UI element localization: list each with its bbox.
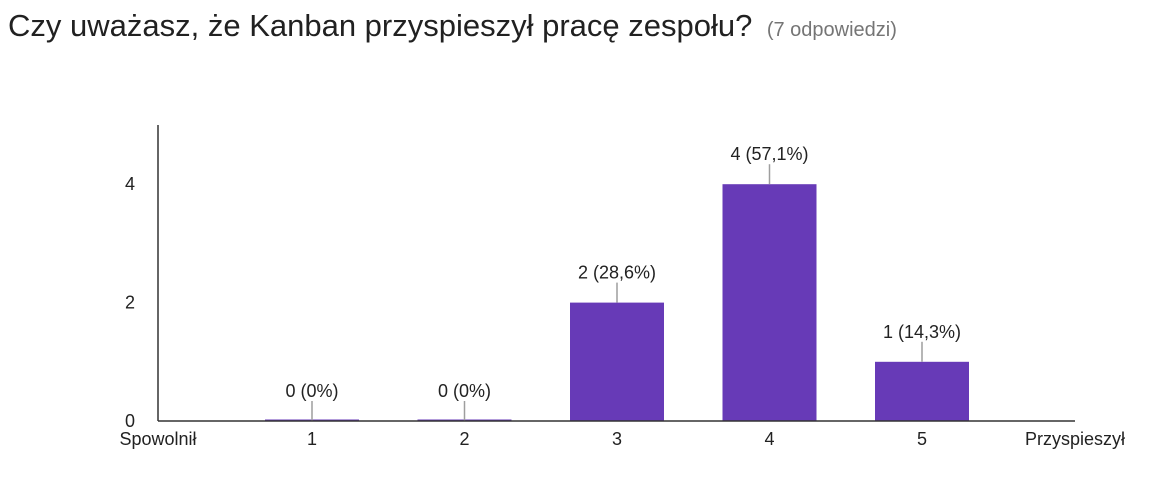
data-label: 4 (57,1%): [730, 144, 808, 164]
y-axis-ticks: 0 2 4: [125, 174, 135, 431]
x-axis-right-end-label: Przyspieszył: [1025, 429, 1125, 449]
x-category-label: 4: [764, 429, 774, 449]
chart-title: Czy uważasz, że Kanban przyspieszył prac…: [8, 8, 753, 43]
y-tick-label: 0: [125, 411, 135, 431]
x-axis-categories: 1 2 3 4 5: [307, 429, 927, 449]
bars-group: [265, 184, 969, 421]
x-category-label: 5: [917, 429, 927, 449]
y-tick-label: 2: [125, 293, 135, 313]
x-axis-left-end-label: Spowolnił: [119, 429, 196, 449]
data-label: 0 (0%): [438, 381, 491, 401]
x-category-label: 3: [612, 429, 622, 449]
data-labels: 0 (0%) 0 (0%) 2 (28,6%) 4 (57,1%) 1 (14,3%): [285, 144, 961, 401]
data-label: 0 (0%): [285, 381, 338, 401]
data-label: 2 (28,6%): [578, 263, 656, 283]
bar: [570, 302, 664, 421]
response-count: (7 odpowiedzi): [766, 19, 897, 41]
label-leaders: [311, 164, 923, 421]
bar: [722, 184, 817, 421]
data-label: 1 (14,3%): [883, 322, 961, 342]
bar: [875, 361, 969, 421]
x-category-label: 1: [307, 429, 317, 449]
x-category-label: 2: [459, 429, 469, 449]
chart-header: Czy uważasz, że Kanban przyspieszył prac…: [8, 8, 897, 44]
y-tick-label: 4: [125, 174, 135, 194]
